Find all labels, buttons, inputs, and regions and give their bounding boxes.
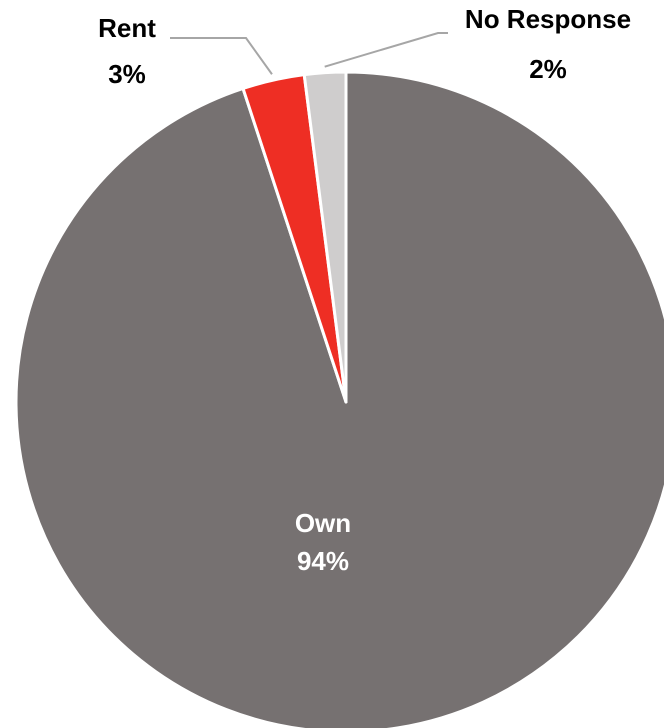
leader-line-rent <box>170 37 273 75</box>
data-label-no-response-value: 2% <box>529 54 567 84</box>
data-label-own-name: Own <box>295 508 351 538</box>
data-label-own-value: 94% <box>297 546 349 576</box>
pie-slices <box>14 70 664 728</box>
leader-lines <box>170 32 448 75</box>
data-label-rent-value: 3% <box>108 59 146 89</box>
pie-slice-no-response <box>302 70 348 404</box>
data-label-no-response-name: No Response <box>465 4 631 34</box>
leader-line-no-response <box>324 32 448 68</box>
data-label-rent-name: Rent <box>98 13 156 43</box>
data-labels: Own 94% Rent 3% No Response 2% <box>98 4 631 576</box>
